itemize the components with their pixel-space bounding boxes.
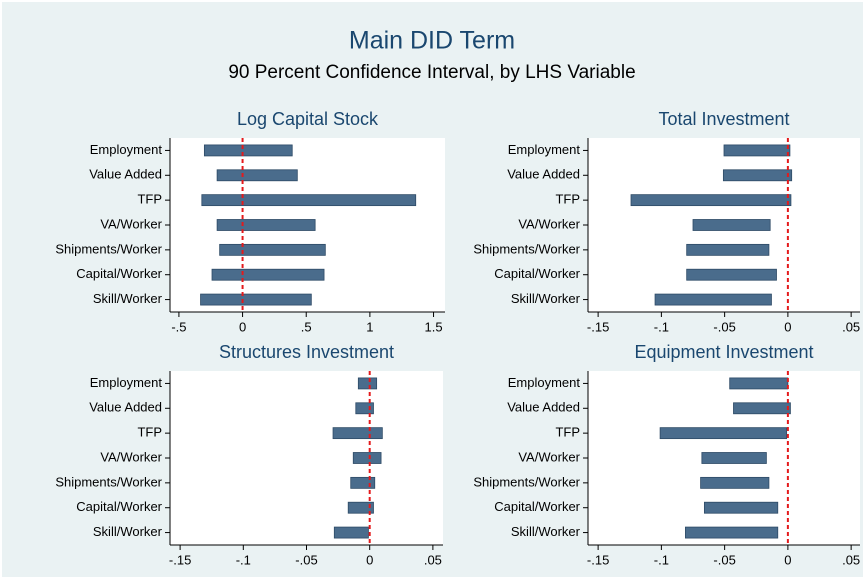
range-bar [211, 268, 325, 281]
y-tick-label: Employment [508, 142, 581, 157]
range-bar [332, 427, 383, 440]
y-tick-label: Value Added [507, 167, 580, 182]
range-bar [686, 268, 777, 281]
y-tick-label: Capital/Worker [494, 499, 580, 514]
range-bar [201, 194, 417, 207]
y-tick-label: Employment [90, 142, 163, 157]
y-tick-label: Skill/Worker [511, 291, 581, 306]
range-bar [686, 243, 770, 256]
panel-title: Equipment Investment [634, 342, 813, 362]
y-tick-label: Employment [90, 375, 163, 390]
y-tick-label: VA/Worker [100, 449, 162, 464]
y-tick-label: Capital/Worker [494, 266, 580, 281]
y-tick-label: Shipments/Worker [473, 474, 580, 489]
range-bar [703, 501, 779, 514]
x-tick-label: 1 [366, 319, 373, 334]
x-tick-label: -.1 [654, 319, 669, 334]
y-tick-label: VA/Worker [100, 216, 162, 231]
range-bar [347, 501, 374, 514]
y-tick-label: Value Added [89, 167, 162, 182]
y-tick-label: TFP [555, 192, 580, 207]
x-tick-label: .05 [842, 552, 860, 567]
panel-title: Log Capital Stock [237, 109, 379, 129]
range-bar [357, 377, 378, 390]
range-bar [219, 243, 326, 256]
range-bar [722, 169, 793, 182]
range-bar [216, 219, 316, 231]
x-tick-label: -.05 [713, 319, 735, 334]
range-bar [685, 526, 779, 539]
range-bar [355, 402, 374, 415]
x-tick-label: -.15 [169, 552, 191, 567]
x-tick-label: .05 [424, 552, 442, 567]
range-bar [723, 144, 791, 157]
x-tick-label: -.1 [654, 552, 669, 567]
chart-title: Main DID Term [349, 27, 515, 55]
range-bar [216, 169, 298, 182]
y-tick-label: Value Added [89, 400, 162, 415]
panel-title: Total Investment [658, 109, 789, 129]
range-bar [352, 452, 382, 464]
range-bar [659, 427, 788, 440]
y-tick-label: Employment [508, 375, 581, 390]
range-bar [333, 526, 369, 539]
y-tick-label: Skill/Worker [93, 291, 163, 306]
x-tick-label: -.1 [236, 552, 251, 567]
range-bar [729, 377, 789, 390]
x-tick-label: -.15 [587, 319, 609, 334]
range-bar [733, 402, 791, 415]
x-tick-label: -.05 [713, 552, 735, 567]
y-tick-label: VA/Worker [518, 449, 580, 464]
y-tick-label: Value Added [507, 400, 580, 415]
y-tick-label: Shipments/Worker [473, 241, 580, 256]
range-bar [350, 476, 376, 489]
range-bar [701, 452, 767, 464]
x-tick-label: 1.5 [425, 319, 443, 334]
x-tick-label: 0 [239, 319, 246, 334]
plot-region [170, 371, 443, 545]
x-tick-label: -.15 [587, 552, 609, 567]
x-tick-label: 0 [366, 552, 373, 567]
y-tick-label: TFP [137, 425, 162, 440]
x-tick-label: .05 [842, 319, 860, 334]
range-bar [203, 144, 293, 157]
y-tick-label: Skill/Worker [93, 524, 163, 539]
y-tick-label: Capital/Worker [76, 266, 162, 281]
y-tick-label: Shipments/Worker [55, 241, 162, 256]
range-bar [200, 293, 312, 306]
x-tick-label: 0 [784, 319, 791, 334]
panel-title: Structures Investment [219, 342, 394, 362]
range-bar [700, 476, 770, 489]
y-tick-label: TFP [555, 425, 580, 440]
x-tick-label: -.05 [295, 552, 317, 567]
chart-subtitle: 90 Percent Confidence Interval, by LHS V… [228, 62, 635, 83]
x-tick-label: 0 [784, 552, 791, 567]
range-bar [630, 194, 792, 207]
y-tick-label: Capital/Worker [76, 499, 162, 514]
y-tick-label: TFP [137, 192, 162, 207]
range-bar [654, 293, 772, 306]
y-tick-label: Shipments/Worker [55, 474, 162, 489]
y-tick-label: VA/Worker [518, 216, 580, 231]
x-tick-label: .5 [301, 319, 312, 334]
y-tick-label: Skill/Worker [511, 524, 581, 539]
x-tick-label: -.5 [171, 319, 186, 334]
range-bar [692, 219, 771, 231]
